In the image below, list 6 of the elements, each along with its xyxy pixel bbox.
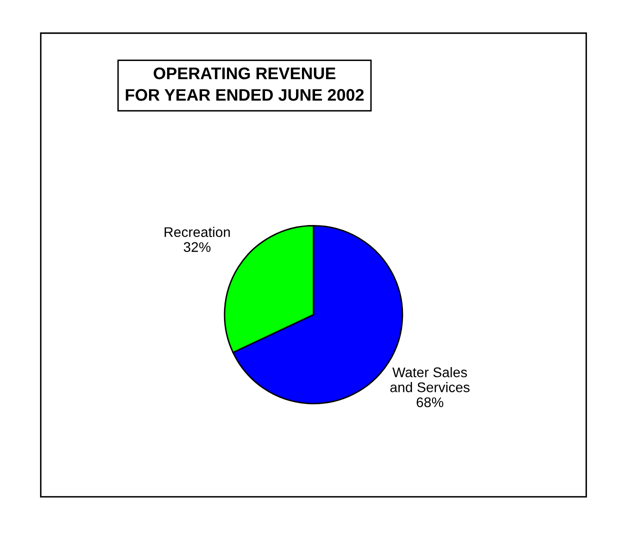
data-label: 32% [184,242,211,252]
slice-label: Water Sales and Services [390,367,470,392]
chart-title: OPERATING REVENUE [154,67,336,80]
data-label: 68% [416,397,444,408]
slice-label: Recreation [164,226,230,238]
chart-subtitle: FOR YEAR ENDED JUNE 2002 [126,89,364,101]
